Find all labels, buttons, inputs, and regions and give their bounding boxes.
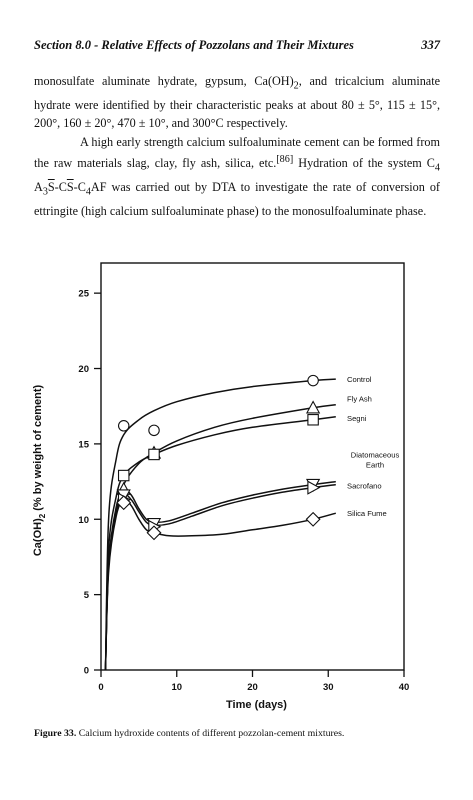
x-tick-label: 20 — [247, 682, 258, 693]
p2-text-g: -C — [73, 179, 86, 194]
figure-caption: Figure 33. Calcium hydroxide contents of… — [34, 728, 440, 739]
x-tick-label: 10 — [171, 682, 182, 693]
caption-label: Figure 33. — [34, 728, 77, 739]
page-number: 337 — [421, 38, 440, 52]
series-label-sacrofano: Sacrofano — [347, 482, 382, 491]
p1-text-a: monosulfate aluminate hydrate, gypsum, C… — [34, 74, 294, 88]
y-tick-label: 15 — [78, 439, 89, 450]
series-line-silica-fume — [104, 498, 336, 671]
p2-sub-2: 3 — [42, 186, 48, 198]
series-label-silica-fume: Silica Fume — [347, 509, 387, 518]
series-line-control — [104, 378, 336, 671]
y-tick-label: 10 — [78, 515, 89, 526]
paragraph-1: monosulfate aluminate hydrate, gypsum, C… — [34, 72, 440, 133]
data-point-segni — [148, 448, 160, 461]
data-point-segni — [117, 469, 130, 482]
y-tick-label: 0 — [84, 666, 89, 677]
x-tick-label: 40 — [399, 682, 410, 693]
series-label-control: Control — [347, 375, 372, 384]
series-label-diatomaceous-earth: Diatomaceous — [351, 451, 400, 460]
series-line-diatomaceous-earth — [104, 480, 336, 671]
p2-sub-1: 4 — [434, 162, 440, 174]
x-tick-label: 30 — [323, 682, 334, 693]
data-point-fly-ash — [305, 400, 321, 414]
y-tick-label: 20 — [78, 364, 89, 375]
caption-text: Calcium hydroxide contents of different … — [76, 728, 345, 739]
p2-s-bar-2: S — [66, 179, 74, 194]
y-axis-label: Ca(OH)2 (% by weight of cement) — [32, 385, 47, 557]
data-point-silica-fume — [305, 511, 321, 527]
data-point-silica-fume — [146, 525, 162, 541]
y-tick-label: 25 — [78, 289, 89, 300]
citation-ref: [86] — [276, 154, 294, 166]
p2-text-b: Hydration of the system C — [293, 156, 435, 171]
p2-text-c: A — [34, 179, 43, 194]
p2-text-h: AF was carried out by DTA to investigate… — [34, 179, 440, 218]
paragraph-2: A high early strength calcium sulfoalumi… — [34, 133, 440, 221]
chart: 0 5 10 15 20 25 0 10 20 30 40 Time (days) Ca(OH)2 (%… — [32, 262, 410, 711]
running-header: Section 8.0 - Relative Effects of Pozzol… — [34, 38, 440, 56]
data-point-control — [307, 374, 319, 387]
x-tick-label: 0 — [98, 682, 103, 693]
p2-text-e: -C — [54, 179, 67, 194]
series-line-fly-ash — [104, 403, 336, 671]
data-point-sacrofano — [307, 480, 321, 495]
p2-s-bar-1: S — [47, 179, 55, 194]
series-line-sacrofano — [104, 483, 336, 671]
plot-frame — [100, 262, 405, 671]
p2-sub-3: 4 — [85, 186, 91, 198]
p2-text-a: A high early strength calcium sulfoalumi… — [34, 134, 440, 171]
p1-subscript: 2 — [293, 80, 299, 92]
data-point-control — [148, 424, 160, 437]
series-label-fly-ash: Fly Ash — [347, 395, 372, 404]
figure-33: 0 5 10 15 20 25 0 10 20 30 40 Time (days) Ca(OH)2 (%… — [0, 250, 473, 720]
x-axis-label: Time (days) — [226, 699, 287, 711]
section-title: Section 8.0 - Relative Effects of Pozzol… — [34, 38, 354, 52]
data-point-control — [117, 420, 130, 432]
series-label-diatomaceous-earth: Earth — [366, 461, 384, 470]
p1-text-b: , and tricalcium aluminate hydrate were … — [34, 74, 441, 131]
y-tick-label: 5 — [84, 590, 90, 601]
data-point-segni — [307, 414, 319, 426]
series-line-segni — [104, 416, 336, 671]
data-point-silica-fume — [116, 495, 132, 511]
body-text: monosulfate aluminate hydrate, gypsum, C… — [34, 72, 440, 220]
series-label-segni: Segni — [347, 414, 367, 423]
